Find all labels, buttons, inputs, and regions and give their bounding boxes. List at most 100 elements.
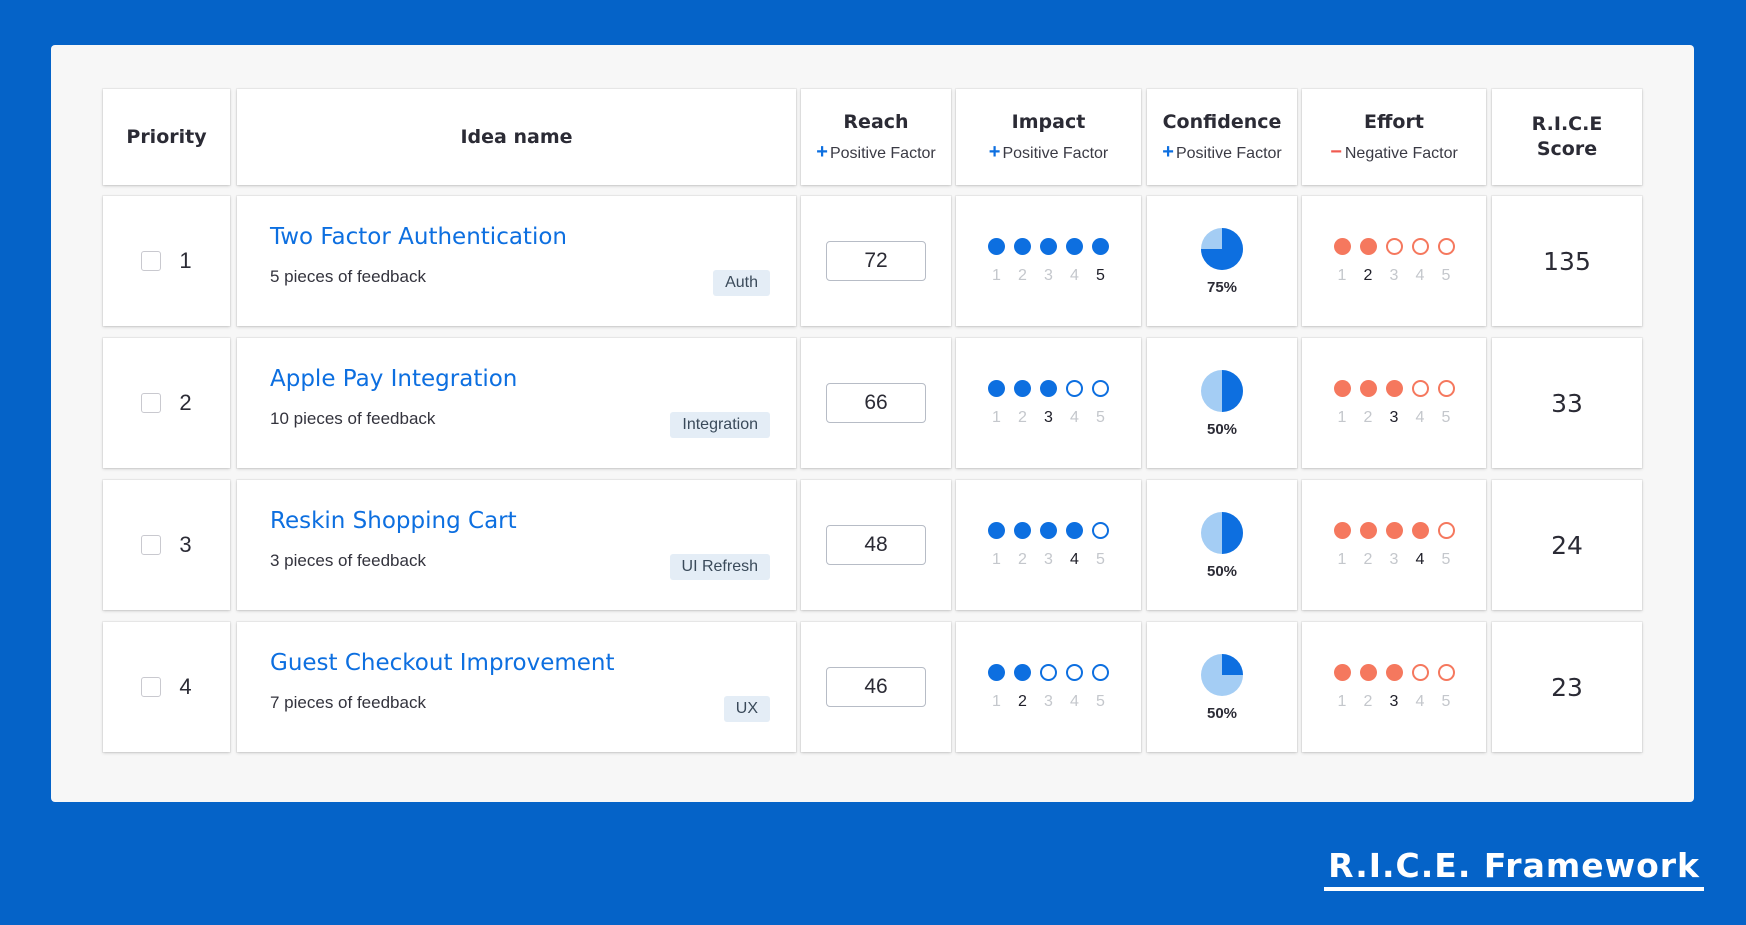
rice-score-cell: 24 bbox=[1492, 480, 1642, 610]
effort-dot-empty[interactable] bbox=[1411, 379, 1429, 397]
effort-dot-empty[interactable] bbox=[1437, 663, 1455, 681]
header-effort-factor-label: Negative Factor bbox=[1344, 145, 1458, 162]
effort-scale-number: 3 bbox=[1389, 408, 1399, 426]
effort-dot-filled[interactable] bbox=[1385, 521, 1403, 539]
framework-title: R.I.C.E. Framework bbox=[1324, 846, 1704, 891]
impact-rating[interactable] bbox=[988, 379, 1109, 397]
effort-dot-empty[interactable] bbox=[1437, 521, 1455, 539]
minus-icon: − bbox=[1330, 141, 1342, 163]
effort-rating[interactable] bbox=[1333, 379, 1455, 397]
reach-input[interactable]: 66 bbox=[826, 383, 926, 423]
priority-rank: 4 bbox=[179, 674, 192, 699]
impact-dot-filled[interactable] bbox=[1040, 379, 1057, 397]
rice-score-value: 23 bbox=[1551, 672, 1583, 702]
impact-dot-filled[interactable] bbox=[1040, 521, 1057, 539]
impact-dot-filled[interactable] bbox=[1014, 521, 1031, 539]
confidence-pie bbox=[1201, 227, 1243, 270]
impact-dot-filled[interactable] bbox=[1014, 379, 1031, 397]
effort-dot-filled[interactable] bbox=[1333, 521, 1351, 539]
effort-dot-filled[interactable] bbox=[1333, 237, 1351, 255]
impact-dot-filled[interactable] bbox=[1066, 237, 1083, 255]
priority-cell: 3 bbox=[103, 480, 230, 610]
reach-input[interactable]: 48 bbox=[826, 525, 926, 565]
effort-dot-empty[interactable] bbox=[1437, 237, 1455, 255]
plus-icon: + bbox=[988, 141, 1001, 163]
reach-input[interactable]: 72 bbox=[826, 241, 926, 281]
header-confidence-label: Confidence bbox=[1162, 111, 1282, 133]
rice-score-cell: 135 bbox=[1492, 196, 1642, 326]
impact-dot-filled[interactable] bbox=[1066, 521, 1083, 539]
impact-scale-number: 1 bbox=[992, 408, 1001, 426]
reach-cell: 46 bbox=[801, 622, 951, 752]
effort-scale-number: 5 bbox=[1441, 692, 1451, 710]
effort-dot-empty[interactable] bbox=[1437, 379, 1455, 397]
impact-dot-filled[interactable] bbox=[1040, 237, 1057, 255]
impact-dot-empty[interactable] bbox=[1092, 663, 1109, 681]
impact-scale-number: 2 bbox=[1018, 408, 1027, 426]
impact-dot-filled[interactable] bbox=[1092, 237, 1109, 255]
feedback-count: 3 pieces of feedback bbox=[270, 551, 426, 570]
effort-scale-number: 1 bbox=[1337, 266, 1347, 284]
effort-rating[interactable] bbox=[1333, 237, 1455, 255]
row-checkbox[interactable] bbox=[141, 393, 162, 413]
effort-dot-filled[interactable] bbox=[1385, 663, 1403, 681]
reach-input[interactable]: 46 bbox=[826, 667, 926, 707]
impact-rating[interactable] bbox=[988, 663, 1109, 681]
impact-dot-empty[interactable] bbox=[1092, 379, 1109, 397]
row-checkbox[interactable] bbox=[141, 677, 162, 697]
confidence-percent: 50% bbox=[1206, 420, 1238, 438]
impact-dot-filled[interactable] bbox=[988, 237, 1005, 255]
idea-title-link[interactable]: Two Factor Authentication bbox=[270, 224, 567, 250]
effort-dot-filled[interactable] bbox=[1359, 521, 1377, 539]
impact-dot-filled[interactable] bbox=[1014, 237, 1031, 255]
effort-scale-number: 1 bbox=[1337, 550, 1347, 568]
header-score-line1: R.I.C.E bbox=[1531, 113, 1603, 135]
effort-dot-empty[interactable] bbox=[1411, 237, 1429, 255]
impact-rating[interactable] bbox=[988, 521, 1109, 539]
impact-scale-number: 4 bbox=[1070, 550, 1079, 568]
reach-cell: 48 bbox=[801, 480, 951, 610]
effort-scale-number: 5 bbox=[1441, 266, 1451, 284]
impact-rating[interactable] bbox=[988, 237, 1109, 255]
impact-scale-number: 3 bbox=[1044, 266, 1053, 284]
effort-dot-filled[interactable] bbox=[1411, 521, 1429, 539]
header-impact: Impact + Positive Factor bbox=[956, 89, 1141, 185]
header-confidence: Confidence + Positive Factor bbox=[1147, 89, 1297, 185]
impact-scale-number: 2 bbox=[1018, 550, 1027, 568]
header-idea-name-label: Idea name bbox=[460, 125, 573, 148]
effort-dot-filled[interactable] bbox=[1385, 379, 1403, 397]
impact-dot-filled[interactable] bbox=[988, 663, 1005, 681]
impact-dot-empty[interactable] bbox=[1066, 663, 1083, 681]
rice-score-cell: 33 bbox=[1492, 338, 1642, 468]
confidence-cell: 50% bbox=[1147, 622, 1297, 752]
effort-dot-filled[interactable] bbox=[1333, 379, 1351, 397]
idea-tag: Auth bbox=[713, 270, 770, 296]
row-checkbox[interactable] bbox=[141, 251, 162, 271]
impact-dot-filled[interactable] bbox=[988, 521, 1005, 539]
effort-dot-filled[interactable] bbox=[1359, 663, 1377, 681]
effort-dot-filled[interactable] bbox=[1359, 237, 1377, 255]
row-checkbox[interactable] bbox=[141, 535, 162, 555]
impact-dot-filled[interactable] bbox=[988, 379, 1005, 397]
effort-dot-filled[interactable] bbox=[1359, 379, 1377, 397]
effort-scale-number: 1 bbox=[1337, 408, 1347, 426]
effort-dot-empty[interactable] bbox=[1385, 237, 1403, 255]
effort-dot-empty[interactable] bbox=[1411, 663, 1429, 681]
impact-dot-filled[interactable] bbox=[1014, 663, 1031, 681]
idea-title-link[interactable]: Guest Checkout Improvement bbox=[270, 650, 615, 676]
impact-scale-number: 3 bbox=[1044, 692, 1053, 710]
effort-rating[interactable] bbox=[1333, 663, 1455, 681]
impact-dot-empty[interactable] bbox=[1066, 379, 1083, 397]
effort-dot-filled[interactable] bbox=[1333, 663, 1351, 681]
header-confidence-factor: + Positive Factor bbox=[1162, 141, 1282, 164]
impact-dot-empty[interactable] bbox=[1092, 521, 1109, 539]
idea-title-link[interactable]: Reskin Shopping Cart bbox=[270, 508, 517, 534]
idea-title-link[interactable]: Apple Pay Integration bbox=[270, 366, 518, 392]
impact-dot-empty[interactable] bbox=[1040, 663, 1057, 681]
impact-scale-number: 5 bbox=[1096, 408, 1105, 426]
effort-rating[interactable] bbox=[1333, 521, 1455, 539]
